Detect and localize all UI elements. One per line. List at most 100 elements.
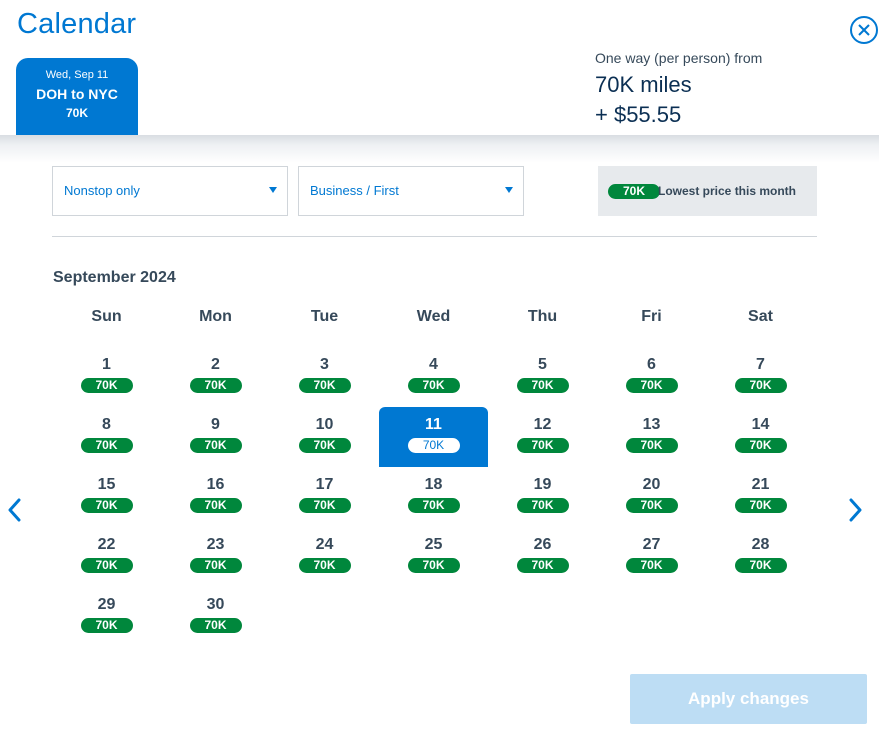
day-cell-27[interactable]: 27 70K xyxy=(597,527,706,587)
day-cell-6[interactable]: 6 70K xyxy=(597,347,706,407)
weekday-fri: Fri xyxy=(641,308,662,325)
weekday-thu: Thu xyxy=(527,308,558,325)
day-cell-28[interactable]: 28 70K xyxy=(706,527,815,587)
legend-price-badge: 70K xyxy=(608,184,660,199)
day-price-badge: 70K xyxy=(189,378,242,393)
stops-filter-select[interactable]: Nonstop only xyxy=(52,166,288,216)
day-number: 21 xyxy=(751,476,770,493)
day-price-badge: 70K xyxy=(298,498,351,513)
stops-filter-value: Nonstop only xyxy=(64,183,140,198)
trip-tab[interactable]: Wed, Sep 11 DOH to NYC 70K xyxy=(16,58,138,136)
day-price-badge: 70K xyxy=(516,558,569,573)
day-number: 14 xyxy=(751,416,770,433)
day-price-badge: 70K xyxy=(298,558,351,573)
day-price-badge: 70K xyxy=(189,498,242,513)
modal-header: Calendar Wed, Sep 11 DOH to NYC 70K One … xyxy=(0,0,879,136)
divider xyxy=(52,236,817,237)
cabin-filter-select[interactable]: Business / First xyxy=(298,166,524,216)
day-price-badge: 70K xyxy=(516,438,569,453)
legend-text: Lowest price this month xyxy=(658,184,797,198)
day-price-badge: 70K xyxy=(298,438,351,453)
day-number: 19 xyxy=(533,476,552,493)
weekday-wed: Wed xyxy=(416,308,451,325)
day-cell-25[interactable]: 25 70K xyxy=(379,527,488,587)
day-cell-30[interactable]: 30 70K xyxy=(161,587,270,647)
close-circle-icon xyxy=(850,16,878,44)
day-cell-4[interactable]: 4 70K xyxy=(379,347,488,407)
day-cell-11[interactable]: 11 70K xyxy=(379,407,488,467)
header-shadow xyxy=(0,135,879,163)
day-number: 24 xyxy=(315,536,334,553)
day-price-badge: 70K xyxy=(516,378,569,393)
day-number: 11 xyxy=(425,416,442,433)
day-cell-21[interactable]: 21 70K xyxy=(706,467,815,527)
day-cell-17[interactable]: 17 70K xyxy=(270,467,379,527)
next-month-button[interactable] xyxy=(843,496,867,524)
day-price-badge: 70K xyxy=(80,558,133,573)
day-cell-10[interactable]: 10 70K xyxy=(270,407,379,467)
weekday-tue: Tue xyxy=(310,308,339,325)
day-price-badge: 70K xyxy=(625,498,678,513)
day-number: 23 xyxy=(206,536,225,553)
day-number: 22 xyxy=(97,536,116,553)
day-cell-15[interactable]: 15 70K xyxy=(52,467,161,527)
weekday-header-row: Sun Mon Tue Wed Thu Fri Sat xyxy=(52,307,817,331)
day-number: 16 xyxy=(206,476,225,493)
day-number: 27 xyxy=(642,536,661,553)
day-cell-3[interactable]: 3 70K xyxy=(270,347,379,407)
day-cell-16[interactable]: 16 70K xyxy=(161,467,270,527)
day-number: 3 xyxy=(320,356,329,373)
day-cell-12[interactable]: 12 70K xyxy=(488,407,597,467)
day-cell-13[interactable]: 13 70K xyxy=(597,407,706,467)
day-number: 20 xyxy=(642,476,661,493)
price-summary-cash: + $55.55 xyxy=(595,102,682,127)
day-price-badge: 70K xyxy=(407,378,460,393)
day-number: 12 xyxy=(533,416,552,433)
previous-month-button[interactable] xyxy=(3,496,27,524)
day-cell-23[interactable]: 23 70K xyxy=(161,527,270,587)
day-cell-14[interactable]: 14 70K xyxy=(706,407,815,467)
day-number: 29 xyxy=(97,596,116,613)
day-number: 7 xyxy=(756,356,765,373)
day-number: 18 xyxy=(424,476,443,493)
price-summary-label: One way (per person) from xyxy=(595,50,763,66)
apply-changes-button[interactable]: Apply changes xyxy=(630,674,867,724)
day-cell-5[interactable]: 5 70K xyxy=(488,347,597,407)
price-summary: One way (per person) from 70K miles + $5… xyxy=(595,50,762,128)
month-title: September 2024 xyxy=(53,269,176,286)
day-price-badge: 70K xyxy=(734,438,787,453)
trip-date: Wed, Sep 11 xyxy=(45,69,109,81)
day-cell-18[interactable]: 18 70K xyxy=(379,467,488,527)
price-summary-miles: 70K miles xyxy=(595,72,692,97)
day-price-badge: 70K xyxy=(734,558,787,573)
weekday-mon: Mon xyxy=(199,308,232,325)
day-price-badge: 70K xyxy=(734,378,787,393)
day-price-badge: 70K xyxy=(407,498,460,513)
day-cell-20[interactable]: 20 70K xyxy=(597,467,706,527)
chevron-left-icon xyxy=(8,498,21,522)
day-cell-26[interactable]: 26 70K xyxy=(488,527,597,587)
weekday-sun: Sun xyxy=(91,308,122,325)
day-cell-29[interactable]: 29 70K xyxy=(52,587,161,647)
chevron-right-icon xyxy=(849,498,862,522)
day-price-badge: 70K xyxy=(625,438,678,453)
day-cell-7[interactable]: 7 70K xyxy=(706,347,815,407)
day-price-badge: 70K xyxy=(189,618,242,633)
day-cell-24[interactable]: 24 70K xyxy=(270,527,379,587)
day-cell-22[interactable]: 22 70K xyxy=(52,527,161,587)
day-number: 28 xyxy=(751,536,770,553)
day-price-badge: 70K xyxy=(298,378,351,393)
trip-route: DOH to NYC xyxy=(36,86,118,102)
day-cell-19[interactable]: 19 70K xyxy=(488,467,597,527)
day-price-badge: 70K xyxy=(80,438,133,453)
caret-down-icon xyxy=(269,187,277,193)
lowest-price-legend: 70K Lowest price this month xyxy=(598,166,817,216)
close-button[interactable] xyxy=(849,15,879,45)
day-cell-1[interactable]: 1 70K xyxy=(52,347,161,407)
day-cell-9[interactable]: 9 70K xyxy=(161,407,270,467)
day-number: 26 xyxy=(533,536,552,553)
day-cell-2[interactable]: 2 70K xyxy=(161,347,270,407)
cabin-filter-value: Business / First xyxy=(310,183,399,198)
day-number: 30 xyxy=(206,596,225,613)
day-cell-8[interactable]: 8 70K xyxy=(52,407,161,467)
